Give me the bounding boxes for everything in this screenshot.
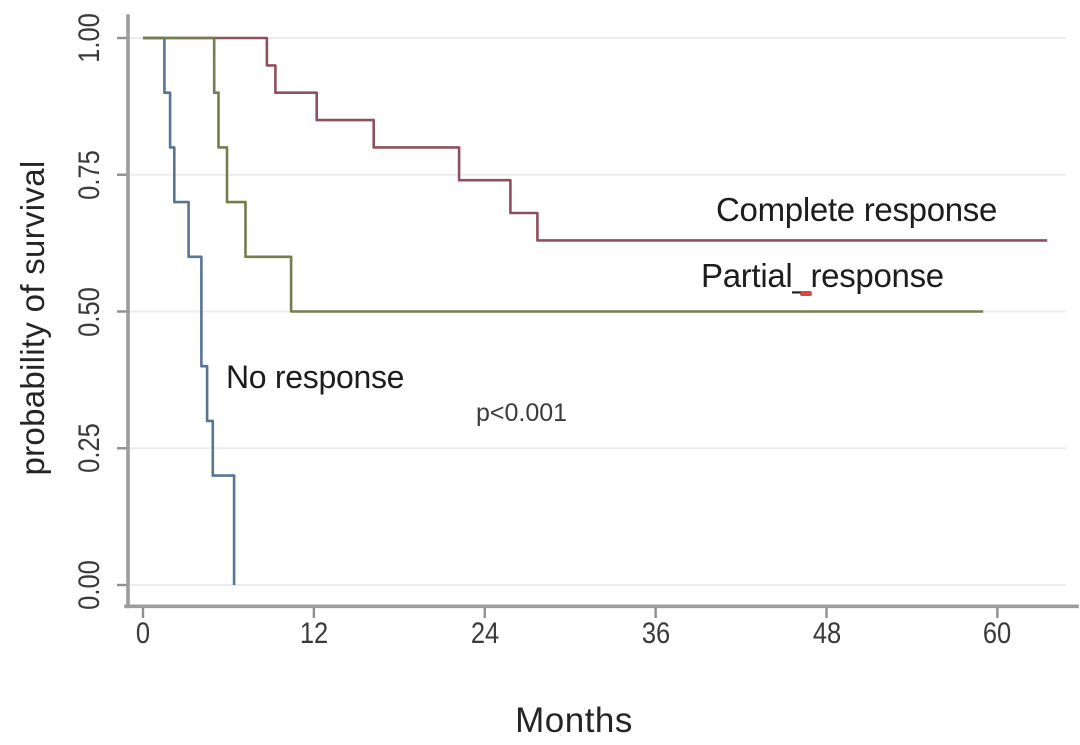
y-tick-label: 1.00 <box>73 13 106 63</box>
curve-complete-response <box>143 36 1048 242</box>
curve-partial-response <box>143 36 984 313</box>
x-tick-label: 60 <box>983 617 1012 650</box>
x-tick-label: 36 <box>641 617 670 650</box>
x-axis-title: Months <box>515 701 633 740</box>
x-tick-label: 0 <box>135 617 151 650</box>
y-tick-label: 0.00 <box>73 560 106 610</box>
x-tick-label: 48 <box>812 617 841 650</box>
axis-ticks <box>117 36 999 618</box>
y-tick-label: 0.75 <box>73 149 106 200</box>
series-label-partial-response: Partial_response <box>701 257 944 294</box>
y-tick-label: 0.50 <box>73 286 106 337</box>
axes <box>124 14 1079 609</box>
p-value-annotation: p<0.001 <box>476 399 568 427</box>
x-tick-label: 12 <box>299 617 329 650</box>
series-label-complete-response: Complete response <box>716 191 998 228</box>
series-label-no-response: No response <box>226 359 405 395</box>
spellcheck-underline-icon <box>800 292 812 296</box>
curve-no-response <box>143 36 236 585</box>
y-tick-label: 0.25 <box>73 423 106 474</box>
y-axis-title: probability of survival <box>14 160 51 476</box>
x-tick-label: 24 <box>470 617 499 650</box>
